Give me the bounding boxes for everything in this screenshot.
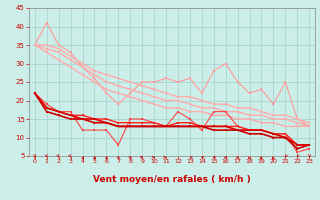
- X-axis label: Vent moyen/en rafales ( km/h ): Vent moyen/en rafales ( km/h ): [93, 175, 251, 184]
